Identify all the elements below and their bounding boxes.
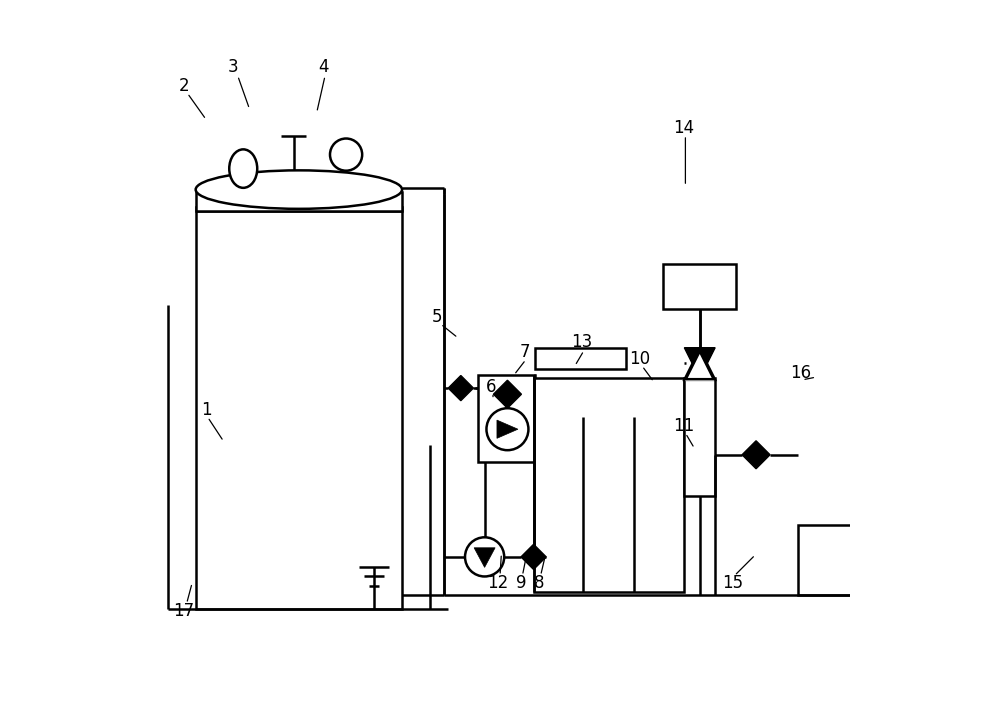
Text: 4: 4 [318, 58, 329, 76]
Ellipse shape [229, 149, 257, 188]
Text: 2: 2 [178, 77, 189, 95]
Text: 16: 16 [790, 364, 811, 382]
Polygon shape [521, 544, 546, 569]
Polygon shape [684, 348, 715, 379]
Bar [196, 191, 402, 210]
Polygon shape [684, 349, 715, 380]
Text: 3: 3 [227, 58, 238, 76]
Polygon shape [686, 353, 714, 381]
Text: 12: 12 [487, 574, 509, 592]
Circle shape [330, 139, 362, 171]
Text: 15: 15 [722, 574, 743, 592]
Bar [534, 379, 684, 592]
Polygon shape [686, 349, 714, 377]
Bar [798, 526, 858, 595]
Bar [663, 264, 736, 309]
Text: 1: 1 [201, 401, 211, 419]
Text: 7: 7 [519, 343, 530, 361]
Bar [478, 375, 535, 463]
Bar [196, 207, 402, 609]
Text: 10: 10 [629, 350, 650, 368]
Text: 5: 5 [432, 308, 442, 326]
Text: 14: 14 [673, 119, 694, 137]
Bar [684, 379, 715, 496]
Circle shape [486, 408, 528, 450]
Polygon shape [742, 441, 770, 469]
Circle shape [465, 537, 504, 576]
Polygon shape [497, 420, 518, 438]
Circle shape [866, 425, 912, 471]
Bar [535, 348, 626, 369]
Text: 13: 13 [571, 333, 592, 351]
Polygon shape [686, 351, 714, 379]
Polygon shape [493, 380, 521, 408]
Text: 8: 8 [534, 574, 544, 592]
Polygon shape [448, 376, 473, 401]
Text: 17: 17 [173, 601, 194, 620]
Text: 6: 6 [486, 378, 496, 396]
Polygon shape [474, 547, 495, 567]
Ellipse shape [196, 170, 402, 209]
Text: 9: 9 [516, 574, 526, 592]
Text: 11: 11 [673, 417, 694, 435]
